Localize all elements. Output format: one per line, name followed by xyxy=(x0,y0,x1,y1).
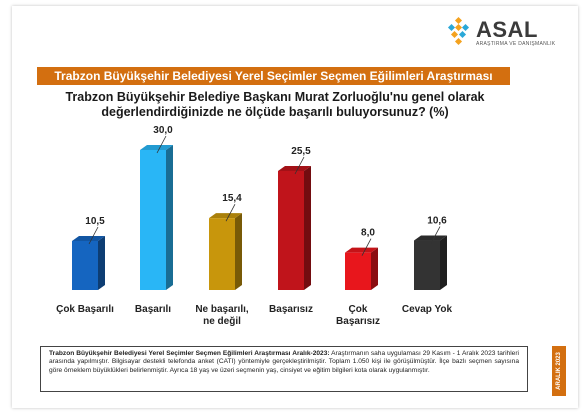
brand-tagline: ARAŞTIRMA VE DANIŞMANLIK xyxy=(476,41,556,47)
date-tab-label: ARALIK 2023 xyxy=(556,352,562,390)
bar-side xyxy=(440,235,447,290)
data-label: 8,0 xyxy=(361,228,375,239)
question-line-1: Trabzon Büyükşehir Belediye Başkanı Mura… xyxy=(65,90,485,104)
bar-top xyxy=(209,213,242,219)
x-tick-label: ne değil xyxy=(203,316,241,327)
bar-side xyxy=(304,166,311,290)
data-label: 25,5 xyxy=(291,146,311,157)
bar xyxy=(140,150,166,290)
x-tick-label: Başarılı xyxy=(135,304,171,315)
x-tick-label: Cevap Yok xyxy=(402,304,453,315)
bar xyxy=(209,218,235,290)
date-tab: ARALIK 2023 xyxy=(552,346,566,396)
data-label: 10,5 xyxy=(85,216,105,227)
methodology-note-body: Araştırmanın saha uygulaması 29 Kasım - … xyxy=(49,350,519,374)
bar-top xyxy=(278,166,311,171)
bar xyxy=(72,241,98,290)
x-tick-label: Çok xyxy=(349,304,368,315)
question-line-2: değerlendirdiğinizde ne ölçüde başarılı … xyxy=(101,105,449,119)
bar xyxy=(345,252,371,290)
bar-side xyxy=(166,145,173,290)
x-tick-label: Başarısız xyxy=(336,316,380,327)
bar-top xyxy=(345,247,378,253)
data-label: 15,4 xyxy=(222,193,242,204)
bar-top xyxy=(72,236,105,241)
methodology-note-title: Trabzon Büyükşehir Belediyesi Yerel Seçi… xyxy=(49,350,330,357)
bar-side xyxy=(235,213,242,290)
x-tick-label: Başarısız xyxy=(269,304,313,315)
methodology-note: Trabzon Büyükşehir Belediyesi Yerel Seçi… xyxy=(40,346,528,392)
data-label-leader xyxy=(225,203,236,222)
survey-banner: Trabzon Büyükşehir Belediyesi Yerel Seçi… xyxy=(37,67,510,85)
data-label-leader xyxy=(361,238,372,256)
data-label-leader xyxy=(430,226,441,244)
x-tick-label: Ne başarılı, xyxy=(195,304,249,315)
bar-top xyxy=(140,145,173,150)
data-label-leader xyxy=(156,135,167,154)
bar xyxy=(414,240,440,290)
asal-logo-icon xyxy=(447,16,470,46)
bar-top xyxy=(414,235,447,241)
brand-name: ASAL xyxy=(476,17,538,42)
bar-side xyxy=(371,247,378,290)
chart-question: Trabzon Büyükşehir Belediye Başkanı Mura… xyxy=(50,90,500,120)
data-label-leader xyxy=(88,226,99,245)
data-label: 30,0 xyxy=(153,125,173,136)
x-tick-label: Çok Başarılı xyxy=(56,304,114,315)
data-label: 10,6 xyxy=(427,216,447,227)
data-label-leader xyxy=(294,156,305,175)
bar xyxy=(278,171,304,290)
bar-side xyxy=(98,236,105,290)
